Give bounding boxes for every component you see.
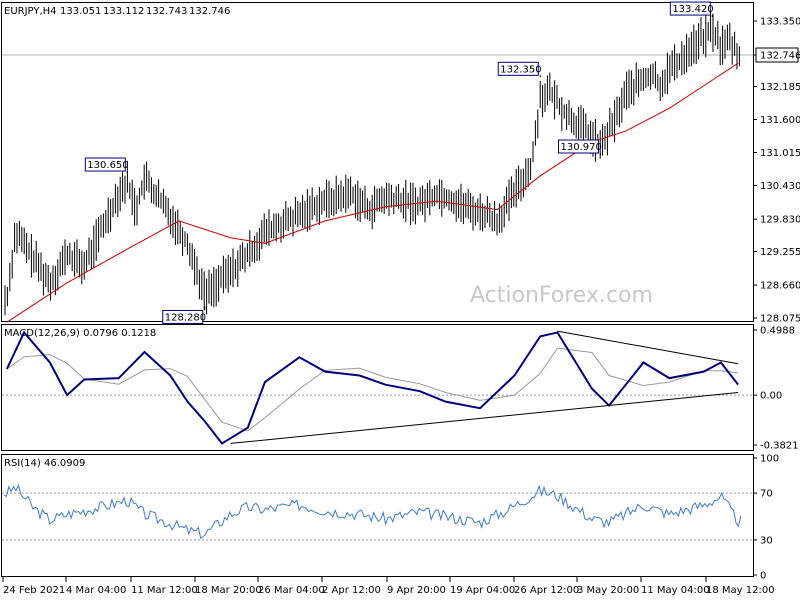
- x-tick-label: 4 Mar 04:00: [66, 585, 126, 596]
- moving-average-line: [6, 62, 739, 323]
- x-tick-label: 2 Apr 12:00: [322, 585, 381, 596]
- price-header-open: 133.051: [60, 6, 101, 17]
- level-label-text: 132.350: [500, 64, 541, 75]
- rsi-panel-border: [1, 454, 754, 577]
- macd-panel: MACD(12,26,9) 0.0796 0.1218 0.4988 0.00 -0…: [1, 324, 799, 452]
- level-label-box: [84, 157, 126, 172]
- macd-y-tick-label: 0.4988: [760, 326, 795, 337]
- price-y-tick-label: 128.660: [760, 281, 800, 292]
- level-label-box: [669, 1, 711, 16]
- rsi-y-tick-label: 30: [760, 535, 773, 546]
- price-panel-border: [1, 2, 754, 322]
- price-y-tick-label: 130.430: [760, 181, 800, 192]
- macd-lines: [2, 330, 753, 445]
- macd-panel-border: [1, 324, 754, 451]
- macd-main-line: [5, 330, 739, 445]
- price-level-labels: 130.650 128.280 132.350 130.970 133.420: [84, 1, 714, 324]
- price-y-tick-label: 132.185: [760, 82, 800, 93]
- macd-trend-line: [557, 330, 739, 365]
- price-y-tick-label: 131.600: [760, 115, 800, 126]
- level-label-text: 128.280: [165, 312, 206, 323]
- price-header-low: 132.743: [146, 6, 187, 17]
- macd-trend-line: [230, 392, 739, 444]
- x-tick-label: 11 Mar 12:00: [131, 585, 198, 596]
- level-label-text: 133.420: [672, 4, 713, 15]
- macd-y-axis: 0.4988 0.00 -0.3821: [753, 326, 799, 452]
- rsi-panel: RSI(14) 46.0909 100 70 30 0: [1, 454, 779, 582]
- macd-header: MACD(12,26,9) 0.0796 0.1218: [4, 328, 156, 339]
- price-y-tick-label: 129.255: [760, 247, 800, 258]
- rsi-y-tick-label: 0: [760, 571, 766, 582]
- price-y-tick-label: 128.075: [760, 314, 800, 325]
- price-y-tick-label: 133.350: [760, 17, 800, 28]
- macd-y-tick-label: 0.00: [760, 391, 782, 402]
- macd-y-tick-label: -0.3821: [760, 441, 799, 452]
- rsi-header: RSI(14) 46.0909: [4, 458, 85, 469]
- price-panel: ActionForex.com EURJPY,H4 133.051 133.11…: [1, 1, 800, 325]
- x-tick-label: 11 May 04:00: [641, 585, 710, 596]
- x-tick-label: 24 Feb 2021: [3, 585, 65, 596]
- x-tick-label: 26 Mar 04:00: [258, 585, 325, 596]
- rsi-y-tick-label: 70: [760, 489, 773, 500]
- price-y-tick-label: 129.830: [760, 215, 800, 226]
- x-tick-label: 18 Mar 20:00: [195, 585, 262, 596]
- current-price-box: [755, 47, 799, 63]
- price-header-high: 133.112: [103, 6, 144, 17]
- x-tick-label: 3 May 20:00: [577, 585, 639, 596]
- rsi-y-tick-label: 100: [760, 454, 779, 465]
- level-label-text: 130.970: [560, 142, 601, 153]
- level-label-box: [162, 309, 204, 324]
- price-header-symbol: EURJPY,H4: [4, 6, 57, 17]
- level-label-box: [497, 61, 539, 76]
- x-tick-label: 9 Apr 20:00: [387, 585, 446, 596]
- watermark: ActionForex.com: [470, 283, 653, 308]
- x-tick-label: 19 Apr 04:00: [450, 585, 515, 596]
- price-bars: [4, 11, 740, 316]
- price-header-close: 132.746: [189, 6, 230, 17]
- rsi-lines: [2, 483, 753, 541]
- price-y-tick-label: 132.746: [760, 51, 800, 62]
- x-tick-label: 26 Apr 12:00: [514, 585, 579, 596]
- price-y-axis: 133.350 132.746 132.185 131.600 131.015 130.4…: [2, 17, 800, 325]
- level-label-box: [557, 139, 599, 154]
- price-y-tick-label: 131.015: [760, 148, 800, 159]
- level-label-text: 130.650: [87, 160, 128, 171]
- moving-average-series: [6, 62, 739, 323]
- x-tick-label: 18 May 12:00: [706, 585, 775, 596]
- macd-signal-line: [6, 347, 739, 432]
- rsi-y-axis: 100 70 30 0: [753, 454, 779, 582]
- rsi-line: [3, 483, 742, 540]
